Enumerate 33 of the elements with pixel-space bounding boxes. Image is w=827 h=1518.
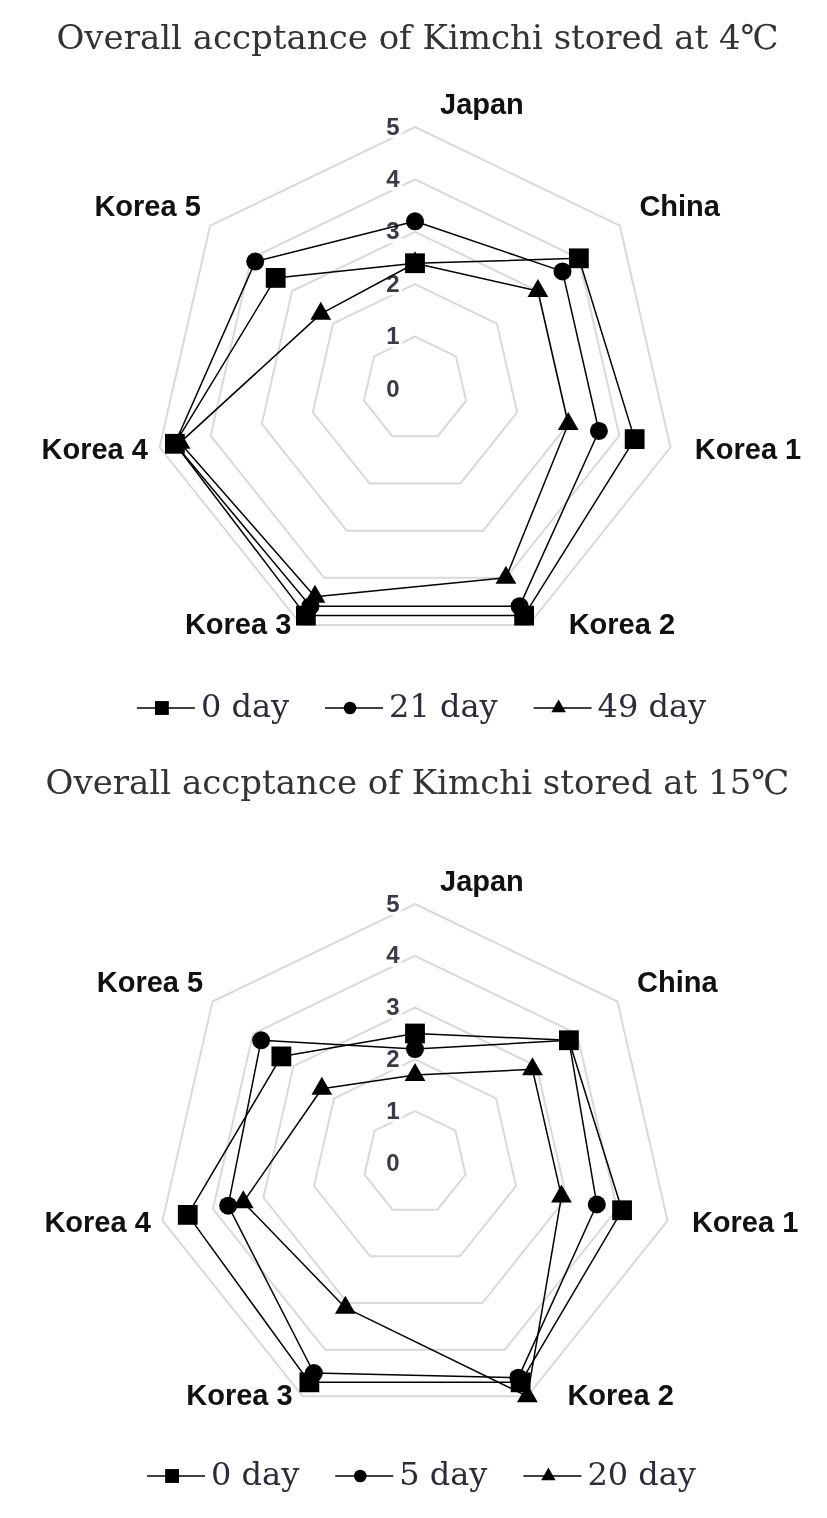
spoke-label: Korea 1 — [691, 1206, 799, 1239]
y-tick-label: 0 — [386, 374, 400, 402]
y-tick-label: 0 — [386, 1148, 400, 1176]
y-tick-label: 3 — [386, 993, 400, 1021]
spoke-label: Korea 4 — [44, 1206, 151, 1239]
spoke-label: Korea 2 — [568, 608, 676, 641]
y-tick-label: 2 — [386, 1045, 400, 1073]
legend-label: 20 day — [587, 1455, 696, 1494]
spoke-label: Japan — [440, 865, 524, 897]
y-tick-label: 1 — [386, 1096, 400, 1124]
spoke-label: Korea 4 — [41, 432, 148, 465]
y-tick-label: 1 — [386, 322, 400, 350]
spoke-label: Korea 5 — [94, 190, 201, 223]
y-tick-label: 5 — [386, 112, 400, 140]
y-tick-label: 5 — [386, 889, 400, 917]
spoke-label: Korea 1 — [694, 432, 802, 465]
y-tick-label: 2 — [386, 269, 400, 297]
spoke-label: China — [637, 965, 719, 998]
legend-label: 0 day — [211, 1455, 300, 1494]
spoke-label: China — [639, 190, 721, 223]
legend-label: 21 day — [389, 687, 498, 726]
legend-label: 0 day — [200, 687, 290, 726]
spoke-label: Japan — [440, 88, 524, 120]
legend-label: 49 day — [597, 687, 707, 726]
y-tick-label: 4 — [386, 941, 401, 969]
spoke-label: Korea 2 — [567, 1379, 674, 1412]
chart-title: Overall accptance of Kimchi stored at 4℃ — [56, 16, 779, 57]
y-tick-label: 4 — [386, 165, 401, 193]
spoke-label: Korea 3 — [186, 1379, 293, 1412]
spoke-label: Korea 5 — [96, 965, 204, 998]
chart-title: Overall accptance of Kimchi stored at 15℃ — [45, 761, 790, 802]
spoke-label: Korea 3 — [184, 608, 292, 641]
legend-label: 5 day — [399, 1455, 488, 1494]
